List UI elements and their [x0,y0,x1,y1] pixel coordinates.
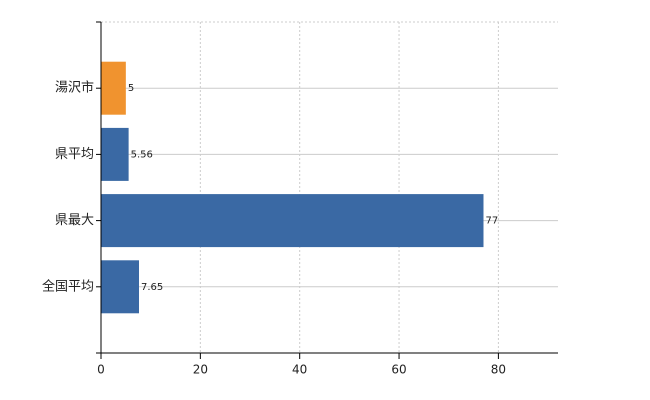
y-tick-label: 湯沢市 [55,80,94,96]
value-label: 7.65 [141,282,163,293]
value-label: 77 [485,216,498,227]
bar [101,260,140,314]
y-tick-label: 県平均 [55,147,94,162]
x-tick-label: 80 [491,363,506,377]
bar [101,61,126,115]
bar [101,127,129,181]
x-tick-label: 20 [193,363,208,377]
value-label: 5.56 [131,149,153,160]
y-tick-label: 県最大 [55,213,94,228]
x-tick-label: 0 [97,363,105,377]
x-tick-label: 60 [391,363,406,377]
x-tick-label: 40 [292,363,307,377]
value-label: 5 [128,83,134,94]
y-tick-label: 全国平均 [42,278,94,294]
bar [101,194,484,248]
